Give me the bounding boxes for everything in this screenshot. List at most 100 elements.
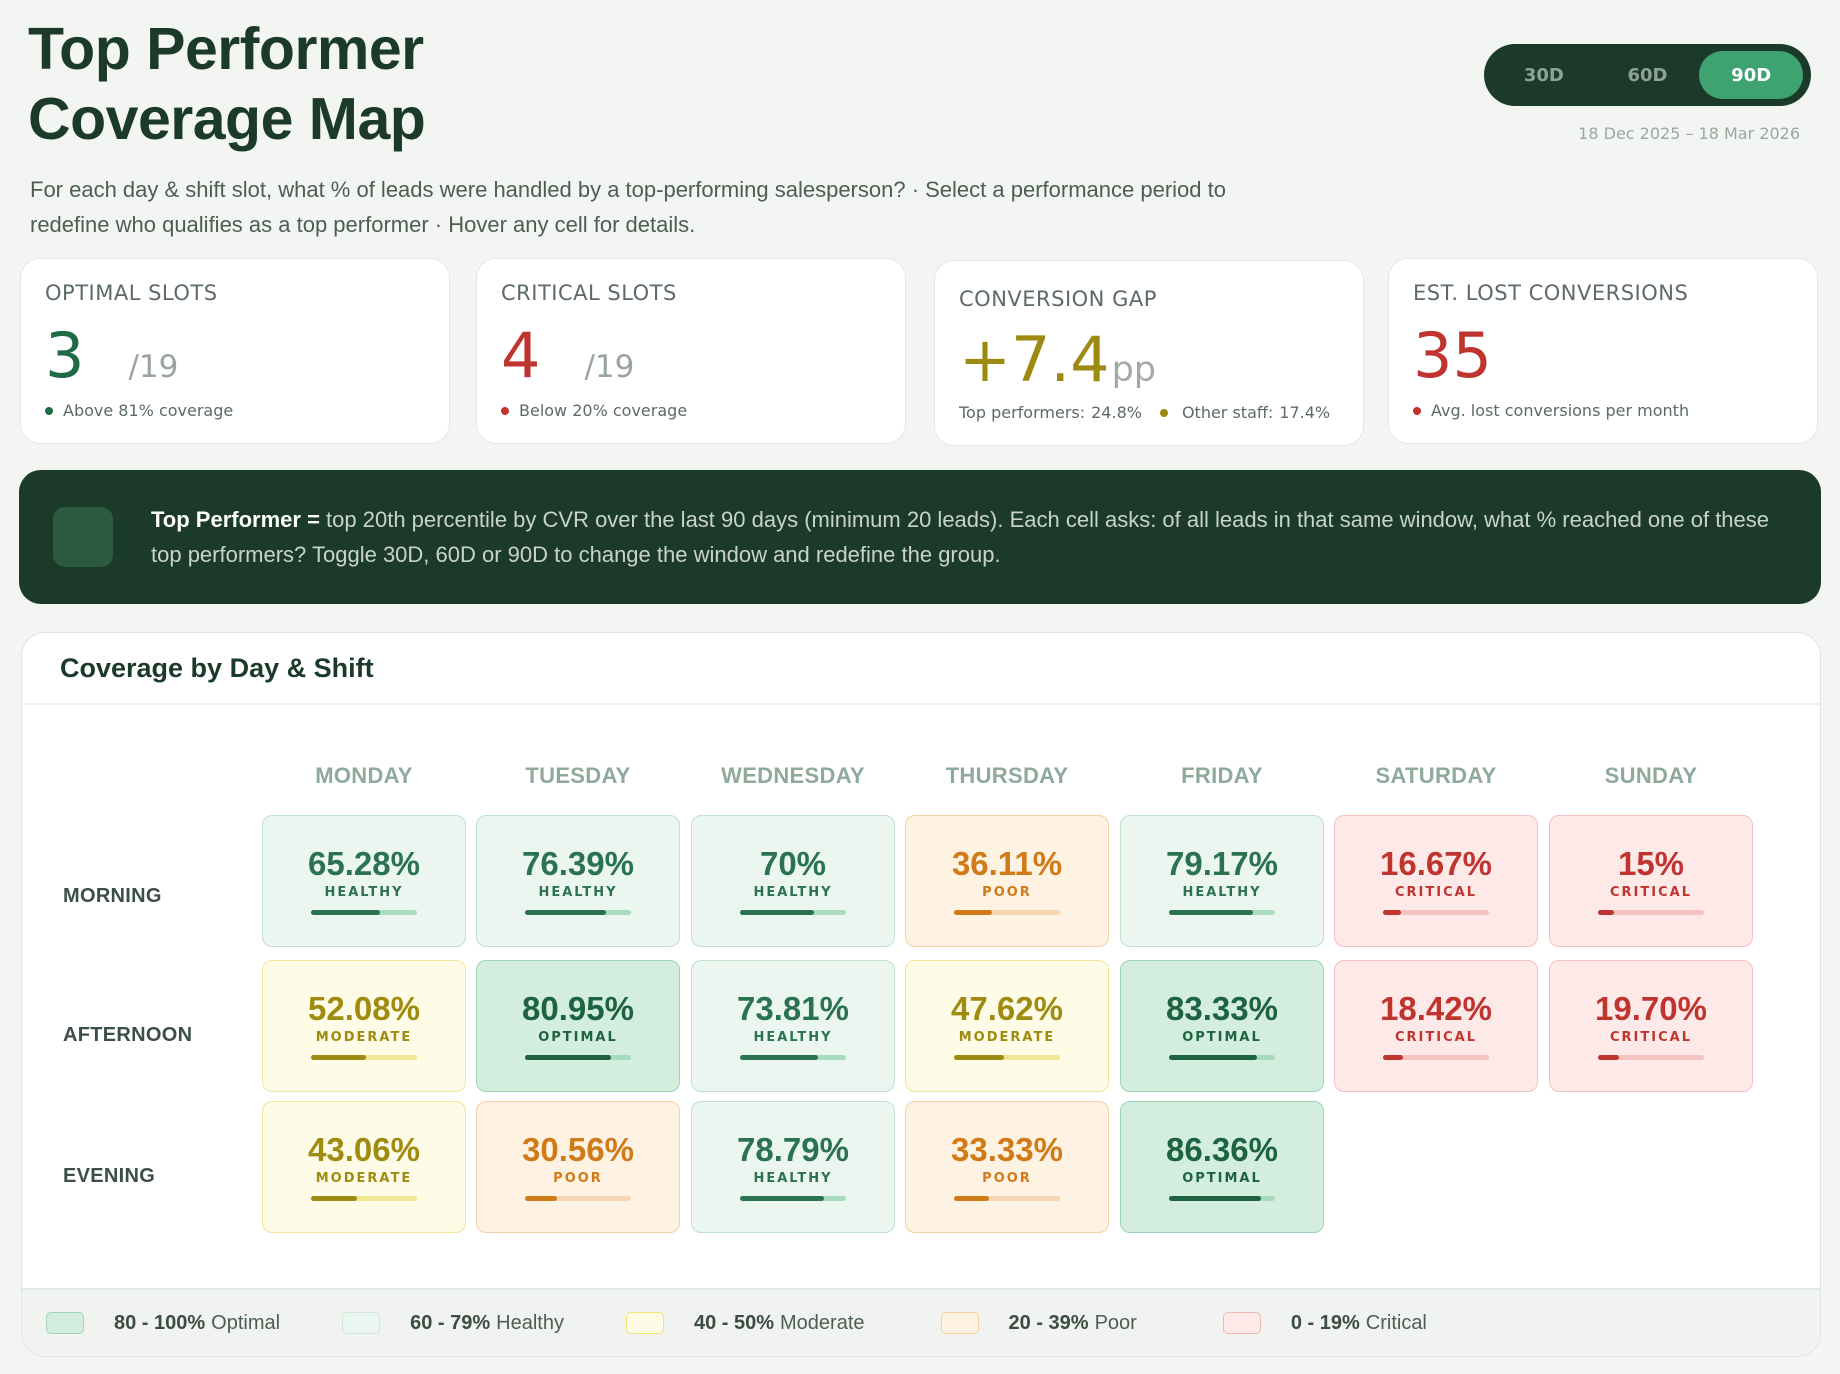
shift-label-morning: MORNING bbox=[63, 885, 162, 907]
kpi-label: CONVERSION GAP bbox=[959, 287, 1157, 311]
banner-text: Top Performer = top 20th percentile by C… bbox=[151, 502, 1785, 572]
heatmap-cell-monday-evening[interactable]: 43.06% MODERATE bbox=[262, 1101, 466, 1233]
heatmap-cell-tuesday-morning[interactable]: 76.39% HEALTHY bbox=[476, 815, 680, 947]
cell-value: 78.79% bbox=[737, 1131, 849, 1168]
heatmap-cell-wednesday-morning[interactable]: 70% HEALTHY bbox=[691, 815, 895, 947]
cell-value: 18.42% bbox=[1380, 990, 1492, 1027]
status-dot-icon bbox=[45, 406, 53, 415]
coverage-bar-fill bbox=[954, 1055, 1005, 1060]
period-30d-button[interactable]: 30D bbox=[1523, 64, 1564, 86]
cell-value: 80.95% bbox=[522, 990, 634, 1027]
heatmap-cell-sunday-morning[interactable]: 15% CRITICAL bbox=[1549, 815, 1753, 947]
other-staff-value: 17.4% bbox=[1279, 403, 1331, 422]
legend-range: 40 - 50% bbox=[693, 1311, 775, 1334]
day-header-saturday: SATURDAY bbox=[1375, 763, 1497, 788]
top-performers-label: Top performers: bbox=[959, 403, 1086, 422]
coverage-bar-track bbox=[1383, 910, 1489, 915]
coverage-bar-track bbox=[740, 1196, 846, 1201]
coverage-bar-fill bbox=[1383, 1055, 1403, 1060]
kpi-note: Avg. lost conversions per month bbox=[1431, 401, 1690, 420]
period-toggle: 30D 60D 90D bbox=[1484, 44, 1811, 106]
heatmap-cell-friday-morning[interactable]: 79.17% HEALTHY bbox=[1120, 815, 1324, 947]
coverage-bar-track bbox=[954, 1055, 1060, 1060]
status-dot-icon bbox=[501, 406, 509, 415]
other-staff-label: Other staff: bbox=[1181, 403, 1274, 422]
day-header-thursday: THURSDAY bbox=[945, 763, 1069, 788]
coverage-bar-track bbox=[525, 1196, 631, 1201]
coverage-panel: Coverage by Day & Shift MONDAY TUESDAY WED… bbox=[21, 632, 1821, 1357]
cell-value: 76.39% bbox=[522, 845, 634, 882]
heatmap-cell-sunday-afternoon[interactable]: 19.70% CRITICAL bbox=[1549, 960, 1753, 1092]
cell-value: 83.33% bbox=[1166, 990, 1278, 1027]
banner-strong: Top Performer = bbox=[151, 507, 320, 532]
cell-status: HEALTHY bbox=[753, 1030, 833, 1045]
top-performers-value: 24.8% bbox=[1091, 403, 1142, 422]
kpi-suffix: pp bbox=[1111, 350, 1156, 390]
day-header-tuesday: TUESDAY bbox=[525, 763, 631, 788]
legend-range: 20 - 39% bbox=[1008, 1311, 1089, 1334]
cell-status: POOR bbox=[982, 885, 1032, 900]
coverage-bar-track bbox=[311, 1055, 417, 1060]
heatmap-cell-tuesday-afternoon[interactable]: 80.95% OPTIMAL bbox=[476, 960, 680, 1092]
coverage-bar-track bbox=[311, 1196, 417, 1201]
legend-swatch bbox=[940, 1312, 979, 1334]
cell-value: 65.28% bbox=[308, 845, 420, 882]
legend-item-healthy: 60 - 79% Healthy bbox=[342, 1312, 564, 1335]
heatmap-cell-thursday-morning[interactable]: 36.11% POOR bbox=[905, 815, 1109, 947]
coverage-bar-fill bbox=[311, 1196, 357, 1201]
coverage-bar-track bbox=[525, 1055, 631, 1060]
cell-status: POOR bbox=[982, 1171, 1032, 1186]
heatmap-cell-saturday-morning[interactable]: 16.67% CRITICAL bbox=[1334, 815, 1538, 947]
heatmap-cell-tuesday-evening[interactable]: 30.56% POOR bbox=[476, 1101, 680, 1233]
kpi-value: 4 bbox=[501, 319, 541, 392]
legend-item-moderate: 40 - 50% Moderate bbox=[625, 1311, 865, 1335]
kpi-critical-slots: CRITICAL SLOTS 4 /19 Below 20% coverage bbox=[476, 258, 906, 444]
coverage-bar-track bbox=[954, 1196, 1060, 1201]
heatmap-cell-wednesday-evening[interactable]: 78.79% HEALTHY bbox=[691, 1101, 895, 1233]
coverage-bar-track bbox=[525, 910, 631, 915]
coverage-bar-fill bbox=[311, 910, 381, 915]
coverage-bar-fill bbox=[954, 1196, 990, 1201]
period-90d-button[interactable]: 90D bbox=[1699, 51, 1804, 99]
cell-value: 15% bbox=[1617, 845, 1685, 882]
heatmap-cell-friday-afternoon[interactable]: 83.33% OPTIMAL bbox=[1120, 960, 1324, 1092]
cell-value: 47.62% bbox=[951, 990, 1063, 1027]
heatmap-cell-thursday-afternoon[interactable]: 47.62% MODERATE bbox=[905, 960, 1109, 1092]
period-60d-button[interactable]: 60D bbox=[1627, 64, 1668, 86]
cell-status: MODERATE bbox=[315, 1171, 413, 1186]
legend: 80 - 100% Optimal 60 - 79% Healthy 40 - … bbox=[22, 1288, 1820, 1356]
status-dot-icon bbox=[1413, 406, 1421, 415]
heatmap-cell-saturday-afternoon[interactable]: 18.42% CRITICAL bbox=[1334, 960, 1538, 1092]
heatmap-cell-monday-afternoon[interactable]: 52.08% MODERATE bbox=[262, 960, 466, 1092]
legend-item-optimal: 80 - 100% Optimal bbox=[46, 1312, 280, 1335]
kpi-conversion-gap: CONVERSION GAP +7.4 pp Top performers: 2… bbox=[934, 260, 1364, 446]
coverage-bar-fill bbox=[740, 1055, 819, 1060]
heatmap-cell-monday-morning[interactable]: 65.28% HEALTHY bbox=[262, 815, 466, 947]
cell-status: CRITICAL bbox=[1610, 1030, 1692, 1045]
coverage-bar-track bbox=[1383, 1055, 1489, 1060]
cell-value: 36.11% bbox=[951, 845, 1063, 882]
coverage-bar-fill bbox=[525, 1196, 558, 1201]
coverage-bar-track bbox=[311, 910, 417, 915]
legend-range: 80 - 100% bbox=[114, 1311, 206, 1334]
cell-status: MODERATE bbox=[958, 1030, 1056, 1045]
coverage-bar-track bbox=[1598, 910, 1704, 915]
heatmap-cell-friday-evening[interactable]: 86.36% OPTIMAL bbox=[1120, 1101, 1324, 1233]
day-header-wednesday: WEDNESDAY bbox=[721, 763, 865, 788]
legend-swatch bbox=[46, 1312, 84, 1334]
heatmap-cell-wednesday-afternoon[interactable]: 73.81% HEALTHY bbox=[691, 960, 895, 1092]
cell-status: OPTIMAL bbox=[1182, 1171, 1262, 1186]
kpi-note: Above 81% coverage bbox=[63, 401, 234, 420]
heatmap-cell-thursday-evening[interactable]: 33.33% POOR bbox=[905, 1101, 1109, 1233]
cell-status: POOR bbox=[553, 1171, 603, 1186]
legend-range: 0 - 19% bbox=[1290, 1311, 1360, 1334]
coverage-bar-track bbox=[1598, 1055, 1704, 1060]
kpi-value: 35 bbox=[1413, 319, 1492, 392]
legend-item-critical: 0 - 19% Critical bbox=[1222, 1311, 1427, 1335]
cell-value: 79.17% bbox=[1166, 845, 1278, 882]
cell-status: HEALTHY bbox=[1182, 885, 1262, 900]
kpi-note: Below 20% coverage bbox=[519, 401, 688, 420]
cell-value: 52.08% bbox=[308, 990, 420, 1027]
legend-item-poor: 20 - 39% Poor bbox=[940, 1311, 1137, 1335]
coverage-bar-fill bbox=[1598, 1055, 1619, 1060]
